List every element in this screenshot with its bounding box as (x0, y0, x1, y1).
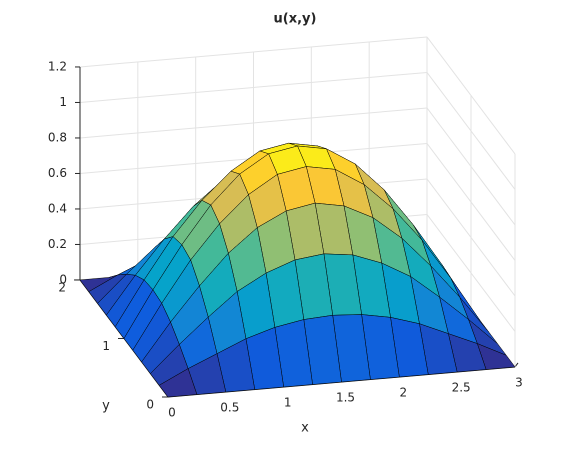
z-tick-label: 0.4 (48, 201, 67, 215)
surface-patch (158, 368, 198, 398)
y-tick-label: 1 (102, 339, 110, 353)
z-tick-label: 0 (59, 272, 67, 286)
y-tick-label: 0 (146, 398, 154, 412)
z-tick-label: 0.8 (48, 130, 67, 144)
x-tick-label: 1 (284, 395, 292, 409)
z-tick-label: 1.2 (48, 59, 67, 73)
x-tick-label: 1.5 (336, 390, 355, 404)
x-tick-label: 0 (168, 406, 176, 420)
x-tick-label: 3 (515, 375, 523, 389)
y-axis-label: y (102, 399, 110, 414)
x-tick-label: 2 (400, 385, 408, 399)
x-tick-label: 0.5 (220, 400, 239, 414)
z-tick-label: 0.6 (48, 166, 67, 180)
z-tick-label: 0.2 (48, 237, 67, 251)
y-tick-label: 2 (58, 280, 66, 294)
x-axis-label: x (301, 421, 309, 436)
chart-title: u(x,y) (274, 12, 317, 27)
x-tick-label: 2.5 (452, 380, 471, 394)
z-tick-label: 1 (59, 95, 67, 109)
